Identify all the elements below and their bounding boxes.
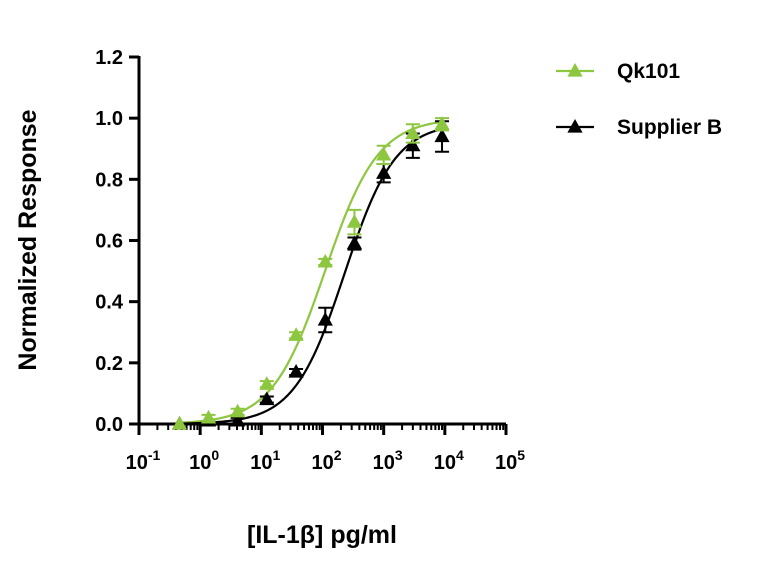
x-axis-label: [IL-1β] pg/ml — [247, 521, 397, 549]
data-point — [434, 128, 450, 143]
x-tick-exponent: 5 — [517, 447, 525, 463]
legend: Qk101 Supplier B — [556, 60, 722, 139]
x-tick-base: 10 — [250, 452, 272, 474]
data-point — [346, 235, 363, 250]
y-tick-label: 1.0 — [95, 108, 123, 130]
x-tick-base: 10 — [126, 452, 148, 474]
x-tick-label: 101 — [250, 447, 280, 474]
x-tick-label: 102 — [311, 447, 341, 474]
legend-label: Qk101 — [617, 60, 680, 83]
legend-marker — [567, 119, 583, 133]
fit-curves — [175, 120, 446, 425]
y-tick-label: 0.8 — [95, 169, 123, 191]
x-tick-exponent: 4 — [456, 447, 464, 463]
x-tick-exponent: 2 — [334, 447, 342, 463]
data-point — [317, 312, 333, 326]
x-tick-exponent: 0 — [211, 447, 219, 463]
x-tick-exponent: 3 — [395, 447, 403, 463]
y-tick-label: 1.2 — [95, 47, 123, 69]
x-tick-base: 10 — [189, 452, 211, 474]
fit-curve-1 — [175, 127, 446, 425]
data-point — [376, 165, 392, 179]
x-tick-exponent: 1 — [273, 447, 281, 463]
x-tick-label: 104 — [434, 447, 464, 474]
data-point — [288, 327, 304, 341]
legend-label: Supplier B — [617, 116, 722, 139]
data-point — [259, 391, 275, 406]
fit-curve-0 — [175, 120, 445, 424]
x-tick-base: 10 — [495, 452, 517, 474]
y-tick-label: 0.4 — [95, 292, 124, 314]
x-tick-base: 10 — [434, 452, 456, 474]
x-tick-base: 10 — [373, 452, 395, 474]
data-point — [376, 146, 392, 161]
x-tick-label: 103 — [373, 447, 403, 474]
data-point — [405, 125, 421, 140]
data-point — [259, 376, 275, 390]
data-point — [288, 364, 304, 378]
legend-marker — [567, 63, 583, 77]
data-point — [200, 409, 217, 424]
axes: 0.00.20.40.60.81.01.210-1 100 101 102 103 104… — [95, 47, 525, 474]
data-point — [230, 403, 246, 418]
y-axis-label: Normalized Response — [14, 109, 42, 370]
x-tick-label: 105 — [495, 447, 525, 474]
x-tick-label: 10-1 — [126, 447, 161, 474]
y-tick-label: 0.0 — [95, 414, 123, 436]
data-point — [230, 412, 246, 427]
x-tick-label: 100 — [189, 447, 219, 474]
y-tick-label: 0.6 — [95, 231, 123, 253]
x-tick-exponent: -1 — [148, 447, 161, 463]
data-point — [317, 253, 333, 268]
data-point — [405, 137, 421, 152]
data-point — [346, 214, 363, 228]
y-tick-label: 0.2 — [95, 353, 123, 375]
data-point — [171, 416, 188, 430]
x-tick-base: 10 — [311, 452, 333, 474]
data-point — [434, 116, 450, 130]
data-points — [171, 116, 450, 430]
